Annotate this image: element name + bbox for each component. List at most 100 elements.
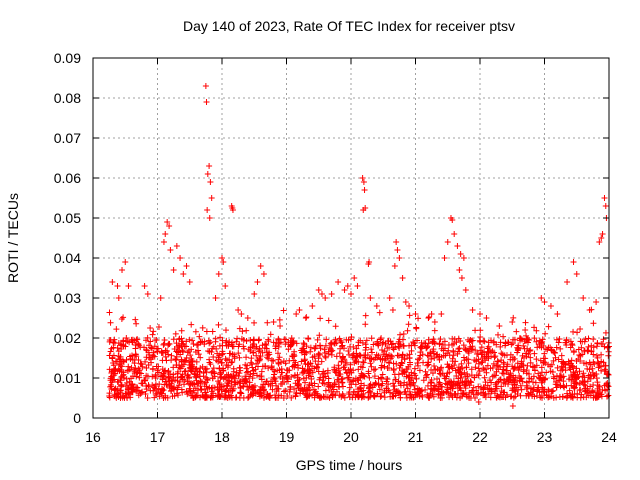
- data-point: [265, 338, 272, 345]
- data-point: [453, 372, 460, 379]
- data-point: [118, 363, 125, 370]
- data-point: [189, 381, 196, 388]
- data-point: [128, 375, 135, 382]
- data-point: [508, 393, 515, 400]
- data-point: [335, 365, 342, 372]
- data-point: [315, 361, 322, 368]
- data-point: [151, 343, 158, 350]
- data-point: [472, 327, 479, 334]
- data-point: [413, 325, 420, 332]
- data-point: [495, 378, 502, 385]
- data-point: [286, 357, 293, 364]
- data-point: [342, 366, 349, 373]
- data-point: [277, 381, 284, 388]
- data-point: [360, 179, 367, 185]
- data-point: [368, 349, 375, 356]
- x-tick-label: 17: [150, 429, 166, 445]
- data-point: [255, 348, 262, 355]
- data-point: [271, 376, 278, 383]
- data-point: [411, 370, 418, 377]
- data-point: [178, 335, 185, 342]
- data-point: [118, 373, 125, 380]
- data-point: [488, 379, 495, 386]
- data-point: [117, 389, 124, 396]
- data-point: [243, 354, 250, 361]
- data-point: [170, 364, 177, 371]
- data-point: [372, 366, 379, 373]
- data-point: [527, 359, 534, 366]
- data-point: [389, 393, 396, 400]
- data-point: [247, 371, 254, 378]
- data-point: [174, 377, 181, 384]
- data-point: [114, 390, 121, 397]
- data-point: [197, 354, 204, 361]
- data-point: [247, 359, 254, 366]
- data-point: [109, 279, 116, 285]
- data-point: [539, 386, 546, 393]
- data-point: [325, 383, 332, 390]
- data-point: [589, 387, 596, 394]
- data-point: [303, 386, 310, 393]
- data-point: [314, 336, 321, 343]
- data-point: [519, 362, 526, 369]
- data-point: [470, 391, 477, 398]
- data-point: [223, 394, 230, 401]
- data-point: [527, 389, 534, 396]
- data-point: [414, 337, 421, 344]
- data-point: [295, 385, 302, 392]
- data-point: [413, 375, 420, 382]
- data-point: [435, 381, 442, 388]
- data-point: [573, 374, 580, 381]
- data-point: [497, 394, 504, 401]
- data-point: [306, 369, 313, 376]
- data-point: [293, 311, 300, 317]
- data-point: [233, 338, 240, 345]
- data-point: [495, 358, 502, 365]
- data-point: [131, 356, 138, 363]
- data-point: [358, 380, 365, 387]
- data-point: [425, 336, 432, 343]
- data-point: [168, 385, 175, 392]
- data-point: [123, 356, 130, 363]
- data-point: [338, 376, 345, 383]
- data-point: [173, 243, 180, 249]
- data-point: [222, 327, 229, 334]
- data-point: [554, 364, 561, 371]
- data-point: [321, 346, 328, 353]
- data-point: [235, 373, 242, 380]
- data-point: [256, 355, 263, 362]
- data-point: [509, 354, 516, 361]
- data-point: [315, 287, 322, 293]
- data-point: [256, 387, 263, 394]
- data-point: [186, 279, 193, 285]
- data-point: [263, 341, 270, 348]
- data-point: [449, 355, 456, 362]
- data-point: [115, 295, 122, 301]
- data-point: [586, 307, 593, 313]
- data-point: [206, 356, 213, 363]
- data-point: [424, 352, 431, 359]
- data-point: [416, 367, 423, 374]
- data-point: [170, 267, 177, 273]
- data-point: [265, 365, 272, 372]
- data-point: [593, 299, 600, 305]
- data-point: [327, 340, 334, 347]
- data-point: [538, 379, 545, 386]
- data-point: [180, 271, 187, 277]
- data-point: [545, 388, 552, 395]
- data-point: [313, 364, 320, 371]
- data-point: [478, 384, 485, 391]
- data-point: [396, 255, 403, 261]
- data-point: [253, 360, 260, 367]
- data-point: [263, 348, 270, 355]
- data-point: [493, 341, 500, 348]
- data-point: [182, 368, 189, 375]
- data-point: [435, 353, 442, 360]
- data-point: [401, 389, 408, 396]
- data-point: [533, 356, 540, 363]
- chart-title: Day 140 of 2023, Rate Of TEC Index for r…: [183, 18, 515, 34]
- data-point: [337, 345, 344, 352]
- data-point: [526, 348, 533, 355]
- data-point: [370, 366, 377, 373]
- data-point: [309, 303, 316, 309]
